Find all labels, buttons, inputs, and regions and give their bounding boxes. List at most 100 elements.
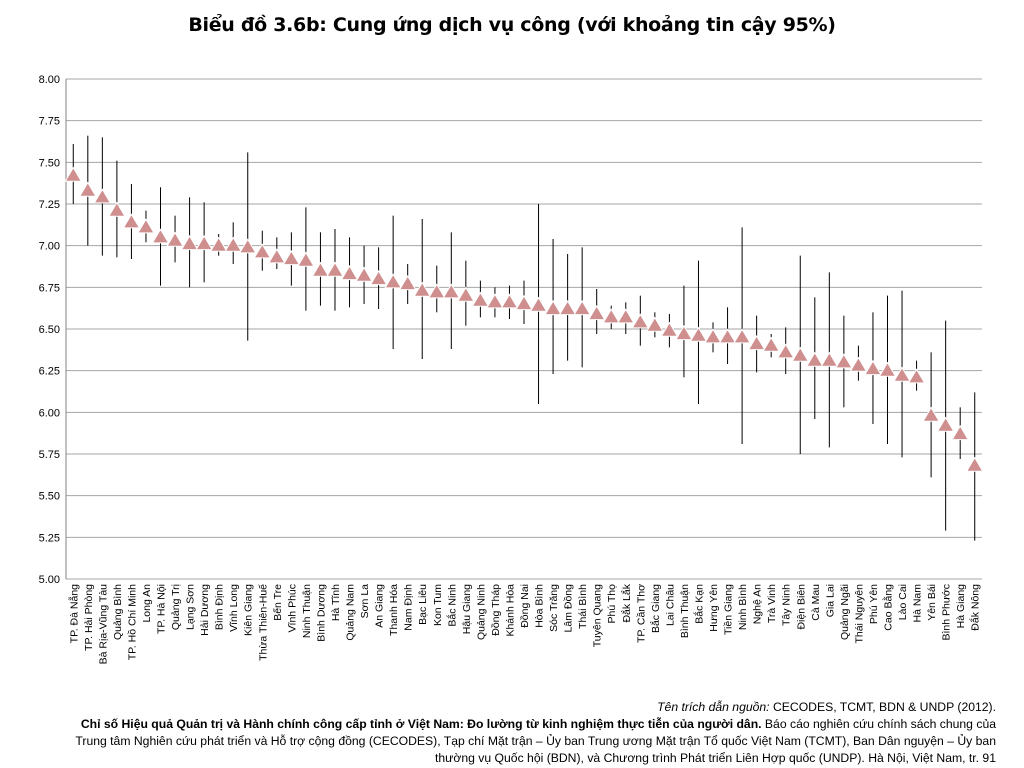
source-line-2: Chỉ số Hiệu quả Quản trị và Hành chính c…: [0, 716, 996, 733]
x-tick-label: Cao Bằng: [881, 584, 894, 631]
x-tick-label: Kiên Giang: [243, 584, 255, 636]
data-point: [675, 325, 693, 341]
x-tick-label: Thái Bình: [577, 584, 589, 629]
data-point: [297, 251, 315, 267]
x-tick-label: Quảng Bình: [112, 584, 124, 640]
data-point: [544, 300, 562, 316]
data-point: [427, 283, 446, 299]
data-point: [515, 295, 533, 311]
x-tick-label: Lào Cai: [897, 584, 909, 620]
y-tick-label: 6.50: [39, 324, 60, 336]
x-tick-label: TP. Hồ Chí Minh: [126, 584, 138, 660]
x-tick-label: Long An: [141, 584, 153, 623]
chart-plot: 5.00 5.25 5.50 5.75 6.00 6.25 6.50 6.75 7.00 7.25…: [39, 74, 984, 664]
data-point: [195, 235, 214, 251]
data-point: [718, 328, 737, 344]
source-citation: Tên trích dẫn nguồn: CECODES, TCMT, BDN …: [0, 699, 996, 767]
x-tick-label: Yên Bái: [926, 584, 938, 621]
data-point: [587, 305, 606, 321]
source-report-title: Chỉ số Hiệu quả Quản trị và Hành chính c…: [80, 717, 762, 731]
data-point: [747, 335, 766, 351]
x-tick-label: Sóc Trăng: [548, 584, 560, 632]
x-tick-label: Lâm Đồng: [563, 584, 575, 633]
x-tick-label: Ninh Bình: [737, 584, 749, 630]
x-tick-label: Trà Vinh: [766, 584, 778, 623]
x-tick-label: Bắc Ninh: [445, 584, 458, 627]
chart-title: Biểu đồ 3.6b: Cung ứng dịch vụ công (với…: [188, 14, 836, 36]
data-point: [151, 228, 170, 244]
x-tick-label: Đồng Nai: [519, 584, 531, 628]
data-point: [616, 308, 635, 324]
data-point: [311, 261, 330, 277]
data-point: [224, 236, 243, 252]
data-point: [122, 213, 141, 229]
y-tick-label: 5.00: [39, 574, 60, 586]
x-tick-label: Hậu Giang: [461, 584, 473, 634]
x-tick-label: TP. Hà Nội: [156, 584, 168, 634]
data-point: [529, 296, 548, 312]
y-tick-label: 7.00: [39, 241, 60, 253]
data-point: [442, 283, 461, 299]
x-tick-label: Nam Định: [403, 584, 415, 631]
data-point: [805, 351, 824, 367]
data-point: [398, 275, 417, 291]
data-point: [936, 416, 955, 432]
data-point: [137, 218, 155, 234]
x-tick-label: Tây Ninh: [781, 584, 793, 626]
x-tick-label: Lai Châu: [664, 584, 676, 626]
x-tick-label: TP. Cần Thơ: [635, 584, 647, 643]
x-tick-label: Bến Tre: [272, 584, 284, 621]
data-point: [166, 231, 184, 247]
y-tick-label: 7.75: [39, 116, 60, 128]
data-point: [369, 270, 388, 286]
x-tick-label: Cà Mau: [810, 584, 822, 621]
data-point: [922, 406, 940, 422]
data-point: [326, 261, 344, 277]
y-tick-label: 6.25: [39, 366, 60, 378]
source-line-4: thường vụ Quốc hội (BDN), và Chương trìn…: [435, 751, 996, 765]
data-point: [820, 351, 839, 367]
data-point: [267, 248, 286, 264]
data-points: [64, 166, 984, 472]
y-tick-label: 6.75: [39, 282, 60, 294]
gridlines: [65, 78, 982, 580]
data-point: [253, 243, 272, 259]
y-tick-label: 5.50: [39, 491, 60, 503]
y-tick-label: 6.00: [39, 407, 60, 419]
data-point: [893, 366, 911, 382]
data-point: [689, 326, 708, 342]
x-tick-label: Bình Phước: [941, 584, 953, 641]
error-bars: [72, 135, 976, 541]
x-tick-label: Quảng Ninh: [475, 584, 487, 640]
x-tick-label: TP. Đà Nẵng: [67, 584, 80, 643]
data-point: [456, 286, 475, 302]
x-tick-label: Vĩnh Long: [228, 584, 240, 632]
x-tick-label: Phú Thọ: [606, 584, 618, 624]
data-point: [209, 236, 228, 252]
data-point: [878, 361, 897, 377]
x-tick-label: An Giang: [374, 584, 386, 628]
data-point: [384, 273, 403, 289]
x-tick-label: Đắk Nông: [969, 584, 982, 631]
x-tick-label: Tiền Giang: [723, 584, 735, 635]
y-tick-label: 8.00: [39, 74, 60, 86]
x-tick-label: Bắc Giang: [649, 584, 662, 633]
y-tick-label: 5.75: [39, 449, 60, 461]
data-point: [340, 265, 359, 281]
x-tick-label: Gia Lai: [824, 584, 836, 617]
source-line-3: Trung tâm Nghiên cứu phát triển và Hỗ tr…: [75, 734, 996, 748]
x-tick-label: TP. Hải Phòng: [83, 584, 95, 651]
source-line-1: Tên trích dẫn nguồn: CECODES, TCMT, BDN …: [0, 699, 996, 716]
data-point: [834, 353, 853, 369]
y-tick-label: 5.25: [39, 532, 60, 544]
data-point: [965, 456, 984, 472]
x-tick-label: Vĩnh Phúc: [286, 584, 298, 632]
y-tick-label: 7.25: [39, 199, 60, 211]
x-tick-label: Điện Biên: [795, 584, 807, 630]
x-tick-label: Bắc Kạn: [692, 584, 705, 624]
data-point: [282, 250, 301, 266]
x-tick-label: Thanh Hóa: [388, 584, 400, 636]
data-point: [573, 300, 592, 316]
source-authors: CECODES, TCMT, BDN & UNDP (2012).: [769, 700, 996, 714]
x-axis-ticks: TP. Đà Nẵng TP. Hải Phòng Bà Rịa-Vũng Tàu Q…: [67, 583, 981, 664]
